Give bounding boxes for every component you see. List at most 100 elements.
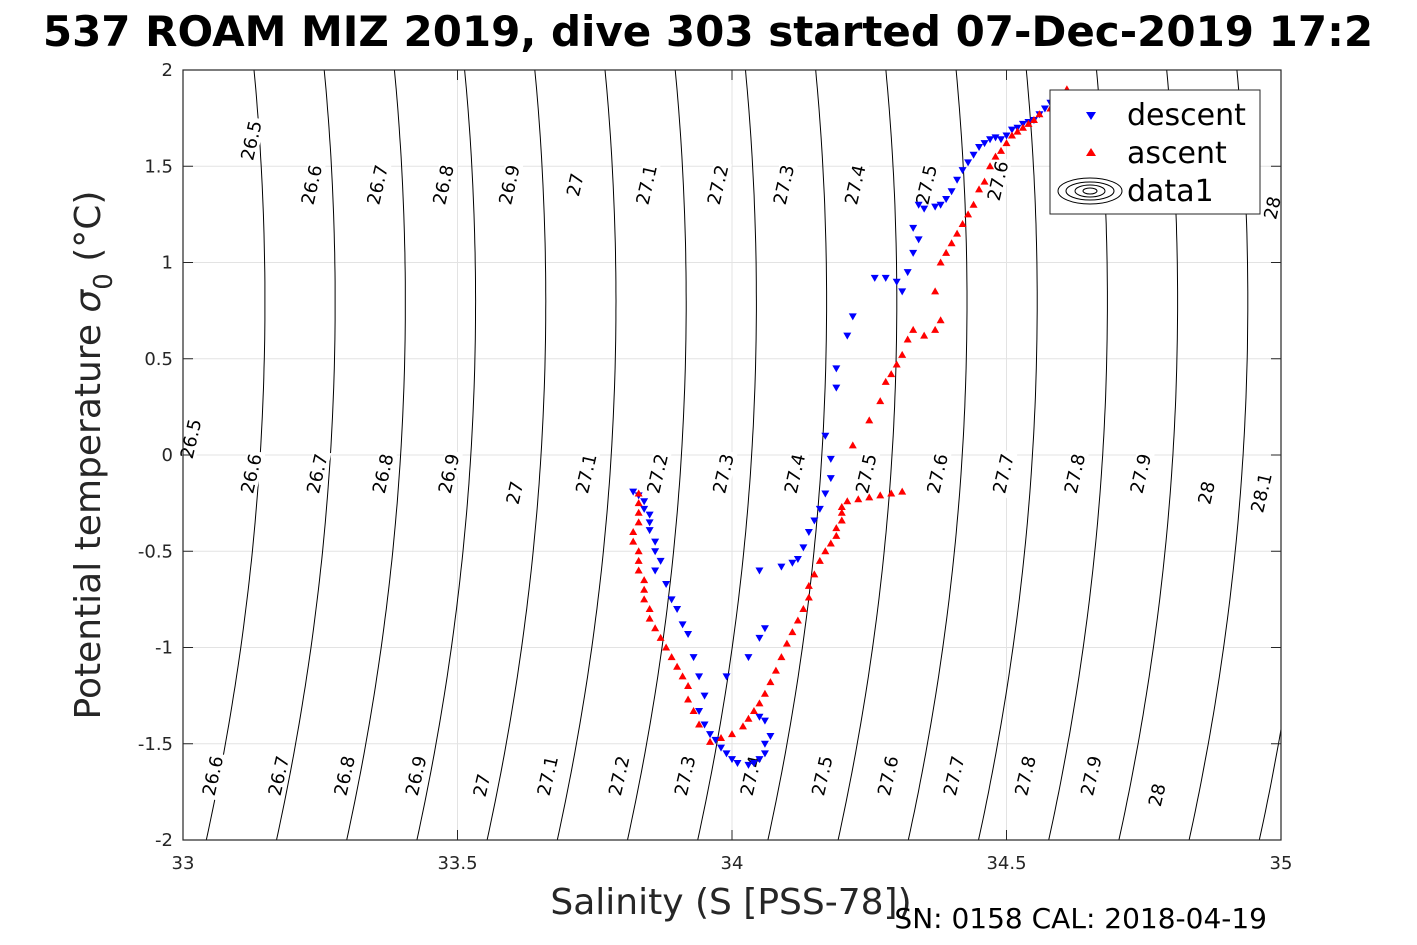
contour-label-bg (297, 160, 326, 210)
ascent-point (854, 495, 863, 503)
ascent-point (766, 678, 775, 686)
ascent-point (1013, 127, 1022, 135)
ascent-point (876, 397, 885, 405)
contour-label-bg (874, 751, 903, 801)
descent-point (821, 490, 830, 498)
ascent-point (634, 547, 643, 555)
descent-point (678, 621, 687, 629)
descent-point (717, 744, 726, 752)
contour-label-bg (912, 160, 941, 210)
descent-point (733, 760, 742, 767)
contour-label-bg (923, 449, 952, 499)
descent-point (728, 756, 736, 764)
descent-point (777, 563, 786, 571)
contour-label-bg (1011, 751, 1040, 801)
contour-label-bg (808, 751, 837, 801)
contour-label-bg (264, 751, 293, 801)
y-axis-label-symbol: σ (68, 289, 109, 313)
contour-label-bg (429, 160, 458, 210)
descent-point (695, 673, 704, 681)
contour-label-bg (984, 156, 1013, 206)
ascent-point (947, 239, 956, 247)
ascent-point (771, 666, 780, 674)
ascent-point (953, 229, 962, 237)
descent-point (656, 557, 665, 565)
serial-calibration-footer: SN: 0158 CAL: 2018-04-19 (894, 902, 1267, 935)
descent-point (766, 733, 775, 741)
descent-point (958, 167, 967, 175)
contour-label-group: 28 (1260, 193, 1286, 223)
descent-point (991, 134, 1000, 142)
descent-point (799, 544, 808, 552)
ascent-point (997, 146, 1006, 154)
y-tick-label: -1.5 (138, 734, 173, 755)
descent-point (755, 567, 764, 575)
descent-point (700, 692, 709, 700)
contour-label-bg (303, 449, 332, 499)
descent-point (920, 205, 929, 213)
y-tick-label: 1.5 (144, 156, 173, 177)
contour-label-bg (563, 170, 588, 200)
ascent-point (898, 350, 907, 358)
ascent-point (684, 695, 693, 703)
ascent-point (788, 628, 797, 636)
ascent-point (1024, 119, 1033, 127)
ascent-point (942, 248, 951, 256)
descent-point (667, 596, 676, 604)
ascent-point (744, 714, 753, 722)
contour-label-bg (533, 751, 562, 801)
ascent-point (876, 491, 885, 499)
ascent-point (865, 493, 874, 501)
x-tick-label: 35 (1270, 853, 1293, 874)
isopycnal-line (275, 70, 336, 840)
descent-point (914, 201, 923, 209)
descent-point (848, 313, 857, 321)
descent-point (986, 136, 995, 144)
contour-label-group: 28 (1194, 478, 1220, 508)
ascent-point (634, 508, 643, 516)
contour-label-bg (632, 160, 661, 210)
ascent-point (931, 325, 940, 333)
isopycnal-line (837, 70, 898, 840)
descent-point (700, 721, 709, 729)
descent-point (832, 384, 841, 392)
contour-label: 27 (503, 479, 529, 506)
descent-point (640, 505, 649, 513)
ascent-point (673, 662, 682, 670)
ascent-point (909, 325, 918, 333)
descent-point (662, 580, 671, 588)
ascent-point (777, 653, 786, 661)
isopycnal-line (1327, 70, 1388, 850)
isopycnal-line (977, 70, 1038, 840)
contour-label-bg (852, 449, 881, 499)
isopycnal-line (416, 70, 477, 840)
descent-point (645, 511, 654, 519)
descent-point (931, 203, 940, 211)
ascent-point (1007, 131, 1016, 139)
descent-point (788, 559, 797, 567)
ascent-point (821, 547, 830, 555)
contour-label-bg (643, 449, 672, 499)
contour-label-bg (177, 414, 206, 464)
y-tick-label: 2 (162, 60, 173, 81)
ascent-point (634, 566, 643, 574)
ascent-point (936, 258, 945, 266)
contour-label-bg (237, 449, 266, 499)
descent-point (711, 736, 720, 744)
y-tick-label: 0.5 (144, 349, 173, 370)
descent-point (749, 760, 758, 767)
ascent-point (848, 441, 857, 449)
descent-point (975, 144, 984, 151)
contour-label-bg (841, 160, 870, 210)
contour-label-bg (237, 116, 266, 165)
contour-label-bg (1247, 468, 1276, 518)
descent-point (744, 654, 753, 662)
descent-series (629, 95, 1060, 769)
ascent-point (975, 185, 984, 193)
descent-point (997, 136, 1006, 144)
ascent-point (887, 489, 896, 497)
ascent-point (837, 508, 846, 516)
ascent-point (865, 416, 874, 424)
descent-point (760, 750, 769, 758)
